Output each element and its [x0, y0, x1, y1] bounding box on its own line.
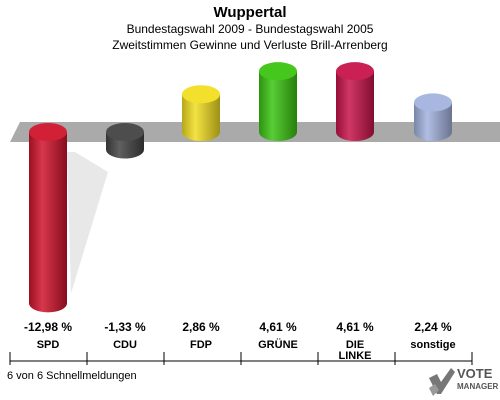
vote-manager-logo: VOTE MANAGER — [425, 364, 499, 398]
value-label: -12,98 % — [24, 320, 72, 334]
bar-body — [259, 71, 297, 141]
footer-note: 6 von 6 Schnellmeldungen — [7, 370, 137, 382]
chart-title: Wuppertal — [213, 4, 287, 21]
value-label: 2,86 % — [182, 320, 220, 334]
category-label: GRÜNE — [258, 338, 298, 351]
bar-sonstige — [414, 93, 452, 141]
vote-check-icon — [429, 368, 455, 396]
bar-cap — [414, 93, 452, 112]
bar-die-linke — [336, 62, 374, 141]
value-label: 4,61 % — [336, 320, 374, 334]
bar-shadow — [67, 152, 108, 294]
bar-cap — [106, 123, 144, 141]
bar-body — [336, 71, 374, 141]
chart-subtitle-2: Zweitstimmen Gewinne und Verluste Brill-… — [112, 38, 388, 52]
category-label: CDU — [113, 339, 137, 351]
bar-cap — [182, 85, 220, 104]
bar-body — [29, 132, 67, 313]
bar-cap — [336, 62, 374, 81]
logo-text-vote: VOTE — [457, 366, 493, 381]
value-label: 4,61 % — [259, 320, 297, 334]
bar-body — [182, 94, 220, 141]
chart-subtitle: Bundestagswahl 2009 - Bundestagswahl 200… — [126, 22, 374, 36]
category-label: SPD — [37, 339, 60, 351]
category-label: FDP — [190, 339, 212, 351]
bar-grüne — [259, 62, 297, 141]
bar-cap — [259, 62, 297, 81]
value-label: 2,24 % — [414, 320, 452, 334]
value-labels: -12,98 % -1,33 % 2,86 % 4,61 % 4,61 % 2,24 % — [24, 320, 452, 334]
logo-text-manager: MANAGER — [457, 382, 499, 391]
bar-body — [414, 102, 452, 141]
bar-cap — [29, 123, 67, 141]
category-label: DIE — [346, 339, 364, 351]
bar-spd — [29, 123, 67, 313]
bar-cdu — [106, 123, 144, 159]
value-label: -1,33 % — [104, 320, 146, 334]
bar-fdp — [182, 85, 220, 141]
category-label: sonstige — [410, 339, 455, 351]
bar-shadows — [67, 152, 108, 294]
bars — [29, 62, 452, 313]
category-label: LINKE — [339, 350, 372, 362]
